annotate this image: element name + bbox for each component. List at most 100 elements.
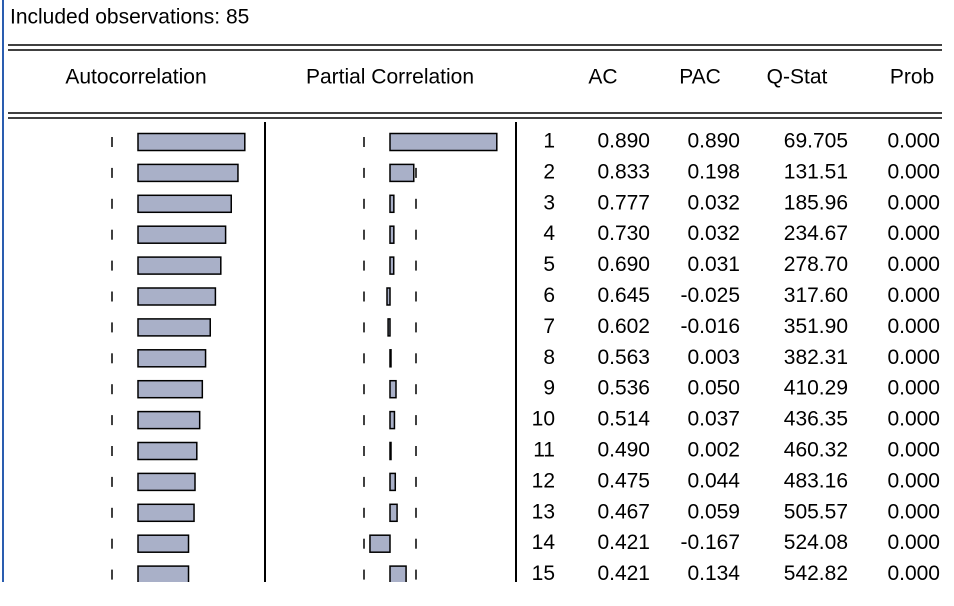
cell: 524.08 xyxy=(784,531,848,554)
cell: 0.514 xyxy=(597,408,650,431)
correlation-bar xyxy=(137,534,190,553)
cell: 0.000 xyxy=(887,130,940,153)
cell: 0.000 xyxy=(887,222,940,245)
correlation-bar xyxy=(389,225,395,244)
cell: 0.690 xyxy=(597,253,650,276)
correlation-bar xyxy=(389,441,392,461)
cell: 0.050 xyxy=(687,377,740,400)
cell: 0.000 xyxy=(887,315,940,338)
cell: 0.032 xyxy=(687,222,740,245)
cell: 2 xyxy=(543,160,555,183)
correlation-bar xyxy=(137,410,201,430)
cell: 436.35 xyxy=(784,408,848,431)
correlation-bar xyxy=(137,194,232,214)
cell: 6 xyxy=(543,284,555,307)
cell: 0.000 xyxy=(887,439,940,462)
observations: Included observations: 85 xyxy=(10,6,249,29)
column-header: Prob xyxy=(890,66,934,89)
cell: 0.000 xyxy=(887,284,940,307)
correlation-bar xyxy=(389,194,395,214)
cell: -0.167 xyxy=(680,531,740,554)
cell: 185.96 xyxy=(784,191,848,214)
header-row: Autocorrelation Partial Correlation AC P… xyxy=(65,66,934,89)
cell: 8 xyxy=(543,346,555,369)
cell: 0.198 xyxy=(687,160,740,183)
cell: 0.134 xyxy=(687,562,740,585)
cell: -0.025 xyxy=(680,284,740,307)
cell: 0.000 xyxy=(887,377,940,400)
cell: 5 xyxy=(543,253,555,276)
cell: -0.016 xyxy=(680,315,740,338)
cell: 0.000 xyxy=(887,346,940,369)
cell: 0.890 xyxy=(597,130,650,153)
correlation-bar xyxy=(389,503,398,523)
cell: 0.467 xyxy=(597,500,650,523)
cell: 0.031 xyxy=(687,253,740,276)
correlation-bar xyxy=(137,503,195,523)
cell: 317.60 xyxy=(784,284,848,307)
cell: 278.70 xyxy=(784,253,848,276)
cell: 0.421 xyxy=(597,531,650,554)
cell: 0.490 xyxy=(597,439,650,462)
cell: 0.000 xyxy=(887,531,940,554)
cell: 0.563 xyxy=(597,346,650,369)
cell: 483.16 xyxy=(784,469,848,492)
correlation-bar xyxy=(137,256,222,275)
correlation-bar xyxy=(137,318,211,337)
column-header: Partial Correlation xyxy=(306,66,474,89)
cell: 0.000 xyxy=(887,500,940,523)
cell: 0.003 xyxy=(687,346,740,369)
cell: 234.67 xyxy=(784,222,848,245)
correlation-bar xyxy=(386,287,391,306)
cell: 505.57 xyxy=(784,500,848,523)
cell: 410.29 xyxy=(784,377,848,400)
correlation-bar xyxy=(137,565,190,582)
correlation-bar xyxy=(137,349,207,368)
cell: 0.777 xyxy=(597,191,650,214)
cell: 0.000 xyxy=(887,469,940,492)
cell: 0.044 xyxy=(687,469,740,492)
correlation-bar xyxy=(389,565,407,582)
cell: 460.32 xyxy=(784,439,848,462)
cell: 0.602 xyxy=(597,315,650,338)
correlation-bar xyxy=(389,256,395,275)
cell: 13 xyxy=(532,500,555,523)
correlation-bar xyxy=(389,472,397,492)
cell: 69.705 xyxy=(784,130,848,153)
correlation-bar xyxy=(389,410,396,430)
cell: 0.000 xyxy=(887,191,940,214)
cell: 12 xyxy=(532,469,555,492)
column-header: Autocorrelation xyxy=(65,66,206,89)
cell: 542.82 xyxy=(784,562,848,585)
cell: 131.51 xyxy=(784,160,848,183)
column-header: Q-Stat xyxy=(767,66,828,89)
cell: 0.002 xyxy=(687,439,740,462)
cell: 0.536 xyxy=(597,377,650,400)
cell: 0.032 xyxy=(687,191,740,214)
cell: 0.000 xyxy=(887,562,940,585)
cell: 7 xyxy=(543,315,555,338)
correlation-bar xyxy=(137,287,217,306)
cell: 0.421 xyxy=(597,562,650,585)
cell: 9 xyxy=(543,377,555,400)
correlation-bar xyxy=(137,379,204,399)
correlation-bar xyxy=(389,379,397,399)
correlation-bar xyxy=(137,441,198,461)
correlation-bar xyxy=(389,349,392,368)
column-header: AC xyxy=(588,66,617,89)
cell: 0.833 xyxy=(597,160,650,183)
correlation-bar xyxy=(137,225,227,244)
cell: 4 xyxy=(543,222,555,245)
cell: 0.000 xyxy=(887,253,940,276)
cell: 382.31 xyxy=(784,346,848,369)
correlation-bar xyxy=(137,163,239,183)
cell: 0.645 xyxy=(597,284,650,307)
cell: 1 xyxy=(543,130,555,153)
cell: 11 xyxy=(533,439,555,462)
correlation-bar xyxy=(137,132,246,152)
cell: 0.000 xyxy=(887,408,940,431)
cell: 15 xyxy=(532,562,555,585)
correlation-bar xyxy=(389,132,498,152)
